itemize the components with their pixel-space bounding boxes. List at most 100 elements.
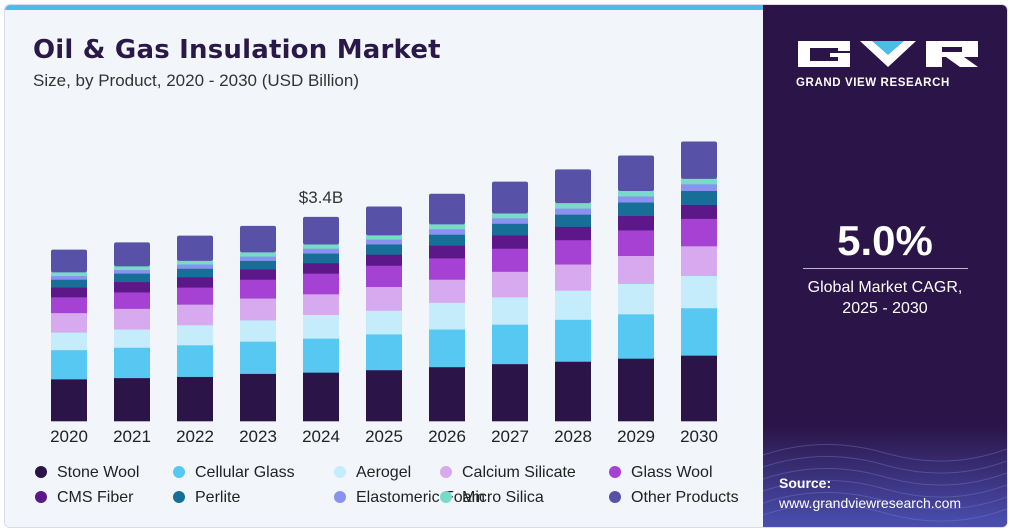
bar-segment-calcium-silicate-2022 (177, 304, 213, 326)
legend-label: Stone Wool (57, 464, 140, 481)
bar-segment-cms-fiber-2020 (51, 287, 87, 298)
legend-swatch (35, 466, 47, 478)
legend-swatch (173, 466, 185, 478)
bar-segment-stone-wool-2030 (681, 355, 717, 422)
legend-label: CMS Fiber (57, 489, 134, 506)
bar-segment-calcium-silicate-2028 (555, 264, 591, 291)
bar-segment-aerogel-2030 (681, 275, 717, 309)
legend-label: Aerogel (356, 464, 412, 481)
bar-segment-glass-wool-2028 (555, 239, 591, 265)
bar-segment-cellular-glass-2024 (303, 338, 339, 373)
legend-label: Calcium Silicate (462, 464, 576, 481)
legend-item: Glass Wool (609, 464, 713, 482)
bar-segment-elastomeric-foam-2029 (618, 196, 654, 203)
bar-segment-micro-silica-2030 (681, 178, 717, 185)
legend-label: Glass Wool (631, 464, 713, 481)
bar-segment-micro-silica-2024 (303, 244, 339, 249)
bar-segment-calcium-silicate-2026 (429, 279, 465, 303)
bar-segment-perlite-2030 (681, 190, 717, 205)
bar-segment-micro-silica-2023 (240, 252, 276, 257)
bar-segment-elastomeric-foam-2025 (366, 239, 402, 245)
legend-label: Micro Silica (462, 489, 544, 506)
bar-segment-glass-wool-2024 (303, 273, 339, 295)
bar-segment-other-products-2024 (303, 216, 339, 245)
legend-swatch (35, 491, 47, 503)
bar-segment-other-products-2023 (240, 225, 276, 253)
bar-segment-elastomeric-foam-2026 (429, 228, 465, 235)
bar-segment-elastomeric-foam-2027 (492, 218, 528, 224)
bar-segment-other-products-2022 (177, 235, 213, 261)
source-link[interactable]: www.grandviewresearch.com (779, 495, 962, 511)
bar-segment-other-products-2026 (429, 193, 465, 225)
accent-bar (5, 5, 763, 10)
bar-segment-glass-wool-2026 (429, 258, 465, 280)
bar-segment-aerogel-2024 (303, 314, 339, 339)
bar-segment-cms-fiber-2025 (366, 254, 402, 266)
bar-segment-calcium-silicate-2023 (240, 298, 276, 321)
cagr-divider (803, 268, 968, 269)
cagr-label-line2: 2025 - 2030 (842, 300, 928, 317)
bar-segment-glass-wool-2023 (240, 279, 276, 299)
bar-segment-cms-fiber-2028 (555, 226, 591, 241)
legend-item: Stone Wool (35, 464, 139, 482)
x-tick-label: 2025 (365, 427, 403, 446)
bar-segment-micro-silica-2028 (555, 202, 591, 209)
source-note: Source: www.grandviewresearch.com (779, 473, 961, 513)
brand-name: GRAND VIEW RESEARCH (796, 77, 950, 89)
bar-segment-calcium-silicate-2021 (114, 308, 150, 330)
bar-segment-micro-silica-2021 (114, 266, 150, 270)
bar-segment-stone-wool-2024 (303, 372, 339, 422)
bar-segment-glass-wool-2021 (114, 292, 150, 309)
x-tick-label: 2023 (239, 427, 277, 446)
bar-segment-aerogel-2021 (114, 329, 150, 348)
bar-segment-perlite-2023 (240, 260, 276, 270)
x-tick-label: 2029 (617, 427, 655, 446)
bar-segment-calcium-silicate-2029 (618, 255, 654, 284)
bar-segment-cellular-glass-2020 (51, 349, 87, 380)
bar-segment-micro-silica-2027 (492, 213, 528, 219)
bar-segment-elastomeric-foam-2022 (177, 264, 213, 269)
bar-segment-cellular-glass-2025 (366, 334, 402, 371)
chart-subtitle: Size, by Product, 2020 - 2030 (USD Billi… (33, 71, 359, 90)
bar-segment-aerogel-2025 (366, 310, 402, 335)
bar-segment-aerogel-2026 (429, 302, 465, 330)
bar-segment-perlite-2027 (492, 223, 528, 236)
x-tick-label: 2021 (113, 427, 151, 446)
bar-segment-aerogel-2020 (51, 332, 87, 351)
bar-segment-aerogel-2029 (618, 283, 654, 315)
bar-segment-cms-fiber-2023 (240, 269, 276, 280)
bar-segment-cellular-glass-2026 (429, 329, 465, 368)
bar-segment-cms-fiber-2030 (681, 204, 717, 219)
bar-segment-stone-wool-2028 (555, 361, 591, 422)
x-tick-label: 2026 (428, 427, 466, 446)
cagr-value: 5.0% (837, 217, 933, 264)
bar-segment-calcium-silicate-2024 (303, 293, 339, 315)
bar-segment-glass-wool-2020 (51, 297, 87, 314)
bar-segment-cms-fiber-2026 (429, 245, 465, 259)
bar-segment-micro-silica-2020 (51, 272, 87, 277)
legend-swatch (440, 466, 452, 478)
legend-item: Micro Silica (440, 489, 544, 507)
bar-segment-other-products-2025 (366, 206, 402, 236)
legend-swatch (173, 491, 185, 503)
x-tick-label: 2024 (302, 427, 340, 446)
bar-segment-stone-wool-2026 (429, 366, 465, 422)
bar-segment-cellular-glass-2029 (618, 314, 654, 359)
bar-segment-calcium-silicate-2027 (492, 271, 528, 298)
bar-segment-glass-wool-2030 (681, 218, 717, 247)
legend-item: Aerogel (334, 464, 411, 482)
bar-segment-cellular-glass-2030 (681, 307, 717, 356)
legend-item: Calcium Silicate (440, 464, 576, 482)
bar-segment-perlite-2024 (303, 253, 339, 264)
bar-segment-other-products-2030 (681, 141, 717, 179)
x-tick-label: 2020 (50, 427, 88, 446)
bar-segment-glass-wool-2027 (492, 248, 528, 272)
source-label: Source: (779, 475, 832, 491)
bar-segment-glass-wool-2022 (177, 287, 213, 305)
bar-segment-perlite-2021 (114, 273, 150, 283)
gvr-logo-icon (798, 41, 978, 67)
bar-segment-stone-wool-2022 (177, 376, 213, 422)
bar-segment-stone-wool-2027 (492, 363, 528, 422)
bar-segment-micro-silica-2022 (177, 260, 213, 265)
bar-segment-glass-wool-2029 (618, 230, 654, 256)
